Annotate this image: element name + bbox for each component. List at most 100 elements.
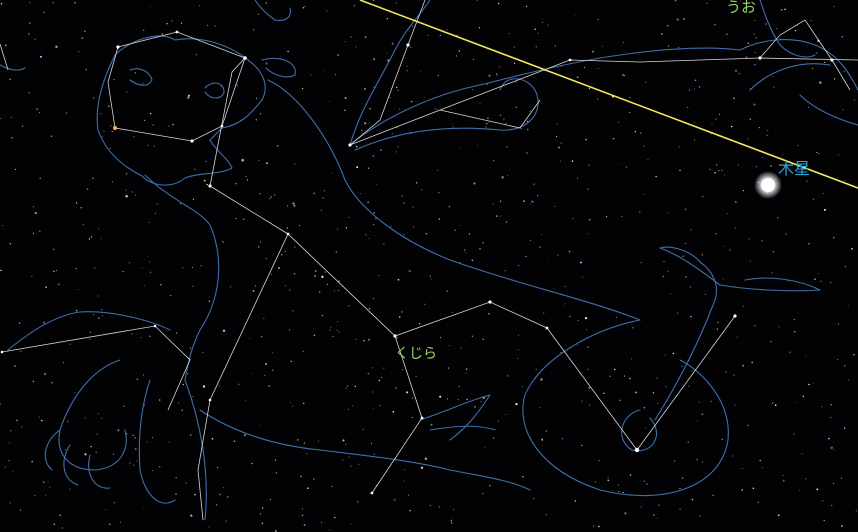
star[interactable] (733, 314, 737, 318)
background-star (216, 504, 218, 506)
background-star (372, 407, 374, 409)
background-star (242, 218, 245, 221)
background-star (178, 402, 180, 404)
background-star (397, 278, 400, 281)
star[interactable] (370, 491, 374, 495)
background-star (526, 152, 528, 154)
star[interactable] (830, 58, 834, 62)
star[interactable] (286, 232, 290, 236)
background-star (69, 488, 71, 490)
background-star (730, 125, 733, 128)
background-star (187, 373, 189, 375)
background-star (480, 401, 482, 403)
background-star (362, 428, 365, 430)
background-star (541, 438, 543, 441)
background-star (185, 482, 187, 484)
star[interactable] (175, 30, 179, 34)
background-star (95, 451, 97, 454)
background-star (487, 117, 489, 120)
background-star (420, 466, 424, 470)
constellation-label-cetus[interactable]: くじら (395, 346, 437, 362)
star[interactable] (243, 56, 247, 60)
background-star (100, 238, 102, 240)
star[interactable] (208, 398, 212, 402)
star[interactable] (634, 447, 640, 453)
background-star (147, 144, 149, 147)
star[interactable] (190, 139, 194, 143)
background-star (168, 441, 170, 443)
jupiter-disc[interactable] (761, 178, 775, 192)
background-star (21, 426, 23, 428)
background-star (694, 79, 697, 82)
background-star (136, 460, 138, 462)
cetus-eye-illustration (204, 82, 225, 99)
background-star (206, 183, 208, 186)
background-star (496, 74, 498, 76)
star[interactable] (393, 334, 397, 338)
background-star (653, 514, 655, 516)
jupiter-planet[interactable] (754, 171, 782, 199)
background-star (406, 70, 408, 72)
background-star (42, 321, 46, 324)
planet-label-jupiter[interactable]: 木星 (778, 159, 810, 178)
star[interactable] (153, 324, 157, 328)
background-star (622, 41, 624, 43)
star[interactable] (488, 300, 492, 304)
background-star (386, 52, 388, 54)
cetus-back-illustration (144, 174, 220, 381)
background-star (747, 138, 749, 140)
star[interactable] (758, 56, 762, 60)
background-star (211, 437, 214, 440)
background-star (716, 328, 718, 330)
background-star (146, 441, 148, 443)
background-star (493, 160, 495, 162)
background-star (372, 155, 375, 157)
background-star (75, 202, 78, 204)
background-star (819, 81, 822, 84)
background-star (459, 225, 461, 226)
star[interactable] (420, 416, 424, 420)
background-star (734, 227, 736, 229)
star[interactable] (348, 143, 352, 147)
background-star (0, 3, 3, 5)
star[interactable] (0, 350, 4, 354)
background-star (816, 488, 819, 491)
star[interactable] (208, 184, 212, 188)
star[interactable] (545, 326, 549, 330)
background-star (243, 434, 246, 437)
background-star (12, 471, 14, 473)
star[interactable] (113, 126, 117, 130)
background-star (284, 285, 286, 286)
background-star (148, 261, 151, 263)
background-star (601, 45, 603, 47)
background-star (776, 28, 778, 29)
background-star (812, 198, 815, 200)
background-star (338, 290, 340, 291)
background-star (617, 484, 619, 486)
background-star (372, 0, 375, 2)
background-star (411, 416, 413, 419)
star[interactable] (220, 124, 224, 128)
background-star (251, 373, 253, 375)
background-star (41, 52, 43, 54)
background-star (754, 64, 756, 66)
background-star (393, 498, 396, 501)
background-star (824, 61, 826, 64)
background-star (658, 504, 660, 506)
star[interactable] (568, 58, 572, 62)
background-star (375, 183, 377, 185)
constellation-label-pisces[interactable]: うお (726, 0, 756, 16)
background-star (833, 78, 836, 80)
cetus-belly-illustration (199, 409, 531, 491)
background-star (529, 110, 531, 112)
background-star (105, 509, 107, 511)
cetus-leg-lines (1, 325, 191, 411)
background-star (403, 480, 405, 482)
star[interactable] (116, 45, 120, 49)
background-star (833, 237, 835, 239)
star[interactable] (406, 43, 410, 47)
background-star (355, 145, 358, 148)
background-star (464, 252, 466, 253)
